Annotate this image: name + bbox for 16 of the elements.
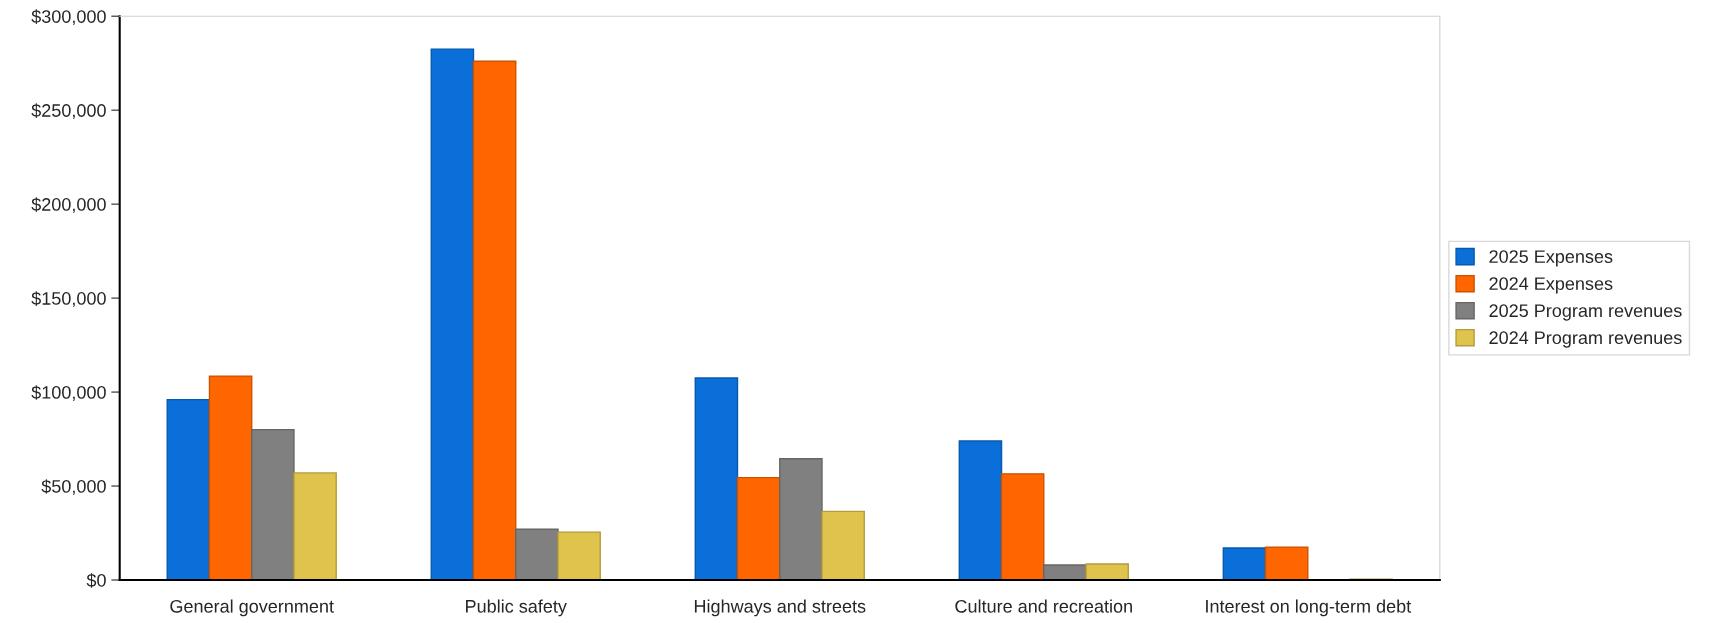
- y-tick-label: $200,000: [31, 197, 106, 213]
- x-tick-label: Highways and streets: [694, 599, 866, 617]
- y-tick-label: $100,000: [31, 385, 106, 401]
- y-tick-label: $300,000: [31, 9, 106, 26]
- legend-label: 2025 Expenses: [1489, 250, 1613, 267]
- x-tick-label: Culture and recreation: [955, 599, 1132, 613]
- y-tick-label: $150,000: [31, 291, 106, 307]
- x-tick-label: Public safety: [466, 599, 567, 617]
- y-tick-label: $250,000: [31, 103, 106, 120]
- x-tick-label: General government: [170, 599, 334, 617]
- legend-label: 2024 Expenses: [1489, 277, 1613, 294]
- x-tick-label: Interest on long-term debt: [1206, 599, 1412, 617]
- y-tick-label: $0: [86, 573, 106, 588]
- legend-label: 2025 Program revenues: [1489, 304, 1682, 321]
- y-tick-label: $50,000: [41, 479, 106, 495]
- legend-label: 2024 Program revenues: [1489, 331, 1682, 348]
